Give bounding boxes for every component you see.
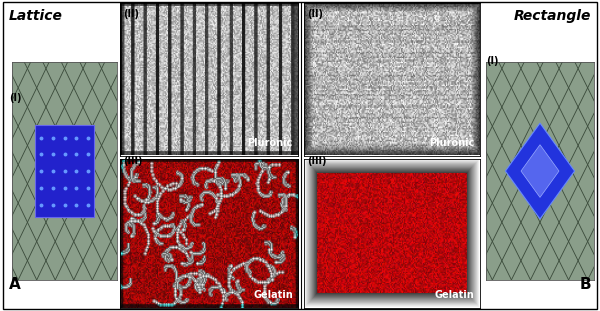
Text: Gelatin: Gelatin: [253, 290, 293, 300]
Text: (I): (I): [9, 93, 22, 103]
Text: (I): (I): [486, 56, 499, 66]
FancyBboxPatch shape: [35, 125, 94, 217]
Text: A: A: [9, 277, 21, 292]
Text: (III): (III): [123, 156, 143, 165]
Text: Rectangle: Rectangle: [514, 9, 591, 23]
Text: Lattice: Lattice: [9, 9, 63, 23]
Polygon shape: [505, 123, 575, 219]
Text: (III): (III): [307, 156, 326, 165]
Text: Pluronic: Pluronic: [247, 138, 293, 148]
Polygon shape: [521, 145, 559, 197]
Text: Gelatin: Gelatin: [435, 290, 475, 300]
Text: (II): (II): [307, 9, 323, 19]
Text: (II): (II): [123, 9, 139, 19]
Text: B: B: [580, 277, 591, 292]
Text: Pluronic: Pluronic: [430, 138, 475, 148]
